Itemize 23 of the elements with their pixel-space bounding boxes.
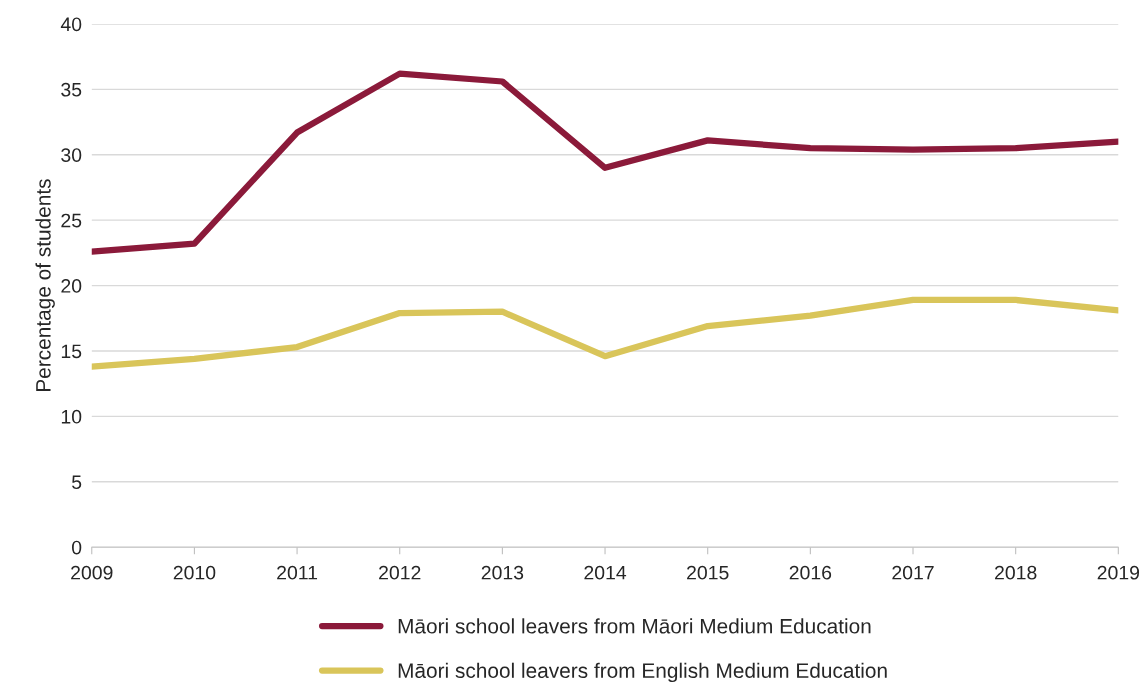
- x-tick-label: 2011: [277, 565, 318, 580]
- y-axis-title: Percentage of students: [35, 179, 55, 391]
- y-tick-label: 5: [72, 475, 82, 490]
- x-tick-label: 2017: [892, 565, 934, 580]
- x-tick-label: 2015: [687, 565, 729, 580]
- y-tick-label: 20: [61, 279, 82, 293]
- x-tick-label: 2014: [584, 565, 627, 580]
- x-tick-label: 2010: [173, 565, 216, 580]
- x-tick-label: 2009: [71, 565, 113, 580]
- x-tick-label: 2012: [379, 565, 421, 580]
- y-tick-label: 15: [61, 344, 82, 359]
- legend-label: Māori school leavers from Māori Medium Education: [398, 618, 871, 634]
- legend-label: Māori school leavers from English Medium Education: [398, 662, 887, 683]
- y-tick-label: 25: [61, 213, 82, 228]
- x-tick-label: 2018: [995, 565, 1037, 580]
- x-tick-label: 2019: [1097, 565, 1140, 580]
- x-tick-label: 2013: [481, 565, 524, 580]
- y-tick-label: 10: [61, 409, 82, 424]
- y-tick-label: 40: [60, 17, 82, 32]
- y-tick-label: 0: [71, 540, 82, 555]
- y-tick-label: 30: [61, 148, 82, 162]
- y-tick-label: 35: [61, 82, 82, 97]
- x-tick-label: 2016: [789, 565, 832, 580]
